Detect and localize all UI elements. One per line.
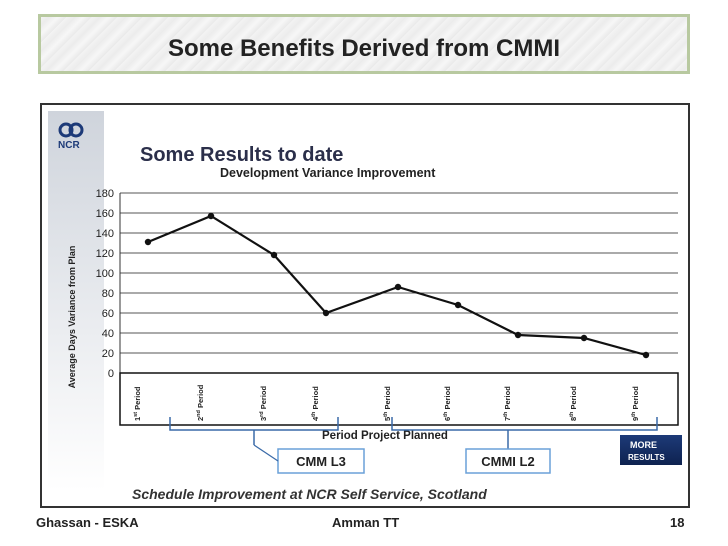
x-tick-label: 5th Period [383, 386, 392, 421]
y-tick-label: 20 [102, 348, 114, 360]
y-tick-label: 180 [96, 188, 114, 200]
x-tick-label: 8th Period [569, 386, 578, 421]
badge-line2: RESULTS [628, 453, 665, 462]
left-panel [48, 111, 104, 491]
page-number: 18 [670, 515, 685, 530]
x-tick-label: 4th Period [311, 386, 320, 421]
y-tick-label: 80 [102, 288, 114, 300]
y-axis-label: Average Days Variance from Plan [67, 246, 77, 389]
title-banner: Some Benefits Derived from CMMI [38, 14, 690, 74]
cmm-l3-box [277, 448, 365, 474]
x-axis-label: Period Project Planned [322, 430, 448, 442]
cmmi-l2-label: CMMI L2 [481, 454, 534, 469]
y-tick-label: 40 [102, 328, 114, 340]
footer-author: Ghassan - ESKA [36, 515, 139, 530]
chart-caption: Schedule Improvement at NCR Self Service… [132, 486, 487, 502]
x-tick-label: 2nd Period [196, 384, 205, 421]
ncr-logo-text: NCR [58, 140, 80, 151]
data-point [642, 351, 650, 359]
ncr-logo: NCR [58, 122, 84, 151]
x-tick-label: 6th Period [443, 386, 452, 421]
y-tick-label: 120 [96, 248, 114, 260]
y-tick-label: 60 [102, 308, 114, 320]
x-category-box [119, 372, 679, 426]
data-point [270, 251, 278, 259]
x-tick-label: 7th Period [503, 386, 512, 421]
x-tick-label: 3rd Period [259, 385, 268, 421]
cmmi-l2-box [465, 448, 551, 474]
y-tick-label: 100 [96, 268, 114, 280]
data-point [207, 212, 215, 220]
footer-venue: Amman TT [332, 515, 400, 530]
cmmi-l2-bracket [391, 417, 658, 431]
series-points [144, 212, 650, 359]
data-point [394, 283, 402, 291]
chart-title: Some Results to date [140, 144, 343, 166]
x-tick-label: 1st Period [133, 386, 142, 421]
results-chart: NCR Some Results to date Development Var… [48, 111, 682, 502]
x-tick-label: 9th Period [631, 386, 640, 421]
data-point [454, 301, 462, 309]
y-tick-label: 0 [108, 368, 114, 380]
badge-line1: MORE [630, 440, 657, 450]
y-axis: 0 20 40 60 80 100 120 140 160 180 [96, 188, 114, 380]
y-tick-label: 140 [96, 228, 114, 240]
data-point [144, 238, 152, 246]
data-point [580, 334, 588, 342]
more-results-badge: MORE RESULTS [620, 435, 682, 465]
slide-title: Some Benefits Derived from CMMI [167, 35, 561, 62]
chart-frame: NCR Some Results to date Development Var… [40, 103, 690, 508]
x-axis-labels: 1st Period 2nd Period 3rd Period 4th Period… [133, 384, 640, 421]
y-tick-label: 160 [96, 208, 114, 220]
data-point [514, 331, 522, 339]
data-point [322, 309, 330, 317]
chart-subtitle: Development Variance Improvement [220, 166, 436, 180]
cmm-l3-label: CMM L3 [296, 454, 346, 469]
